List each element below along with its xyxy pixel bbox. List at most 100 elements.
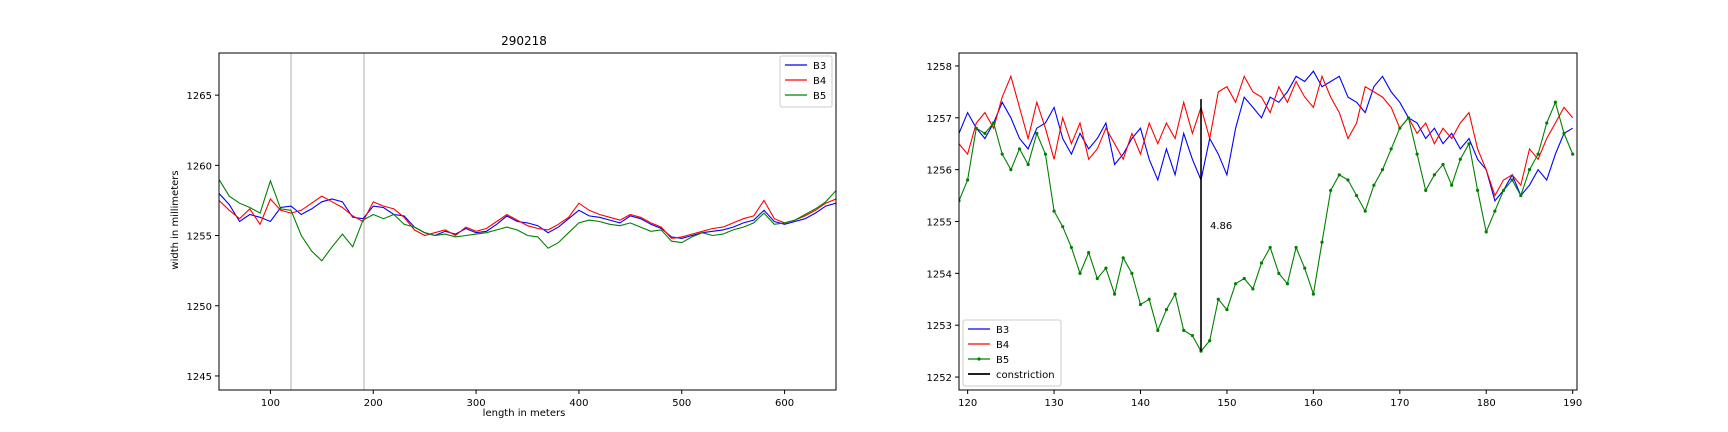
data-point-b5 — [1510, 178, 1514, 182]
y-tick-label: 1265 — [187, 91, 212, 102]
y-tick-label: 1256 — [927, 166, 952, 177]
data-point-b5 — [1251, 287, 1255, 291]
legend-box — [962, 319, 1062, 387]
data-point-b5 — [1156, 328, 1160, 332]
data-point-b5 — [1303, 266, 1307, 270]
x-tick-label: 180 — [1477, 398, 1496, 409]
data-point-b5 — [1000, 152, 1004, 156]
data-point-b5 — [1017, 147, 1022, 151]
data-point-b5 — [1009, 168, 1013, 172]
left-y-axis-label: width in millimeters — [170, 170, 181, 269]
x-tick-label: 120 — [958, 398, 977, 409]
data-point-b5 — [1147, 297, 1151, 301]
data-point-b5 — [1536, 152, 1540, 156]
data-point-b5 — [1398, 126, 1402, 130]
x-tick-label: 200 — [364, 398, 383, 409]
plot-content — [959, 70, 1575, 353]
data-point-b5 — [983, 131, 987, 135]
y-tick-label: 1254 — [927, 269, 952, 280]
y-tick-label: 1250 — [187, 302, 212, 313]
legend-label-b4: B4 — [996, 340, 1009, 351]
data-point-b5 — [1138, 302, 1143, 307]
data-point-b5 — [1285, 282, 1290, 286]
data-point-b5 — [1467, 142, 1471, 146]
constriction-value-label: 4.86 — [1210, 221, 1232, 232]
y-tick-label: 1257 — [927, 114, 952, 125]
x-tick-label: 140 — [1131, 398, 1150, 409]
data-point-b5 — [1484, 230, 1488, 234]
data-point-b5 — [1458, 157, 1462, 161]
y-tick-label: 1260 — [187, 161, 212, 172]
series-line-b5 — [959, 100, 1574, 353]
data-point-b5 — [1415, 152, 1419, 156]
data-point-b5 — [1104, 266, 1108, 270]
data-point-b5 — [1121, 256, 1125, 260]
data-point-b5 — [1527, 168, 1532, 172]
data-point-b5 — [1208, 339, 1212, 343]
legend-label-constriction: constriction — [996, 370, 1055, 381]
data-point-b5 — [1432, 173, 1436, 177]
data-point-b5 — [1087, 251, 1091, 255]
data-point-b5 — [1242, 276, 1246, 281]
data-point-b5 — [1441, 162, 1445, 167]
legend-label-b4: B4 — [813, 76, 826, 87]
x-tick-label: 150 — [1217, 398, 1236, 409]
legend-label-b5: B5 — [813, 91, 826, 102]
data-point-b5 — [1190, 333, 1194, 338]
legend-box — [779, 55, 833, 108]
x-tick-label: 600 — [775, 398, 794, 409]
data-point-b5 — [1052, 209, 1056, 213]
data-point-b5 — [1026, 162, 1030, 167]
x-tick-label: 400 — [569, 398, 588, 409]
data-point-b5 — [1268, 245, 1272, 250]
legend-label-b3: B3 — [813, 61, 826, 72]
data-point-b5 — [1182, 328, 1186, 332]
y-tick-label: 1255 — [927, 218, 952, 229]
y-tick-label: 1245 — [187, 372, 212, 383]
left-chart-title: 290218 — [501, 34, 547, 48]
data-point-b5 — [1406, 116, 1411, 120]
data-point-b5 — [1450, 183, 1454, 187]
data-point-b5 — [1389, 147, 1393, 151]
x-tick-label: 100 — [261, 398, 280, 409]
data-point-b5 — [1337, 173, 1341, 177]
data-point-b5 — [1493, 209, 1497, 213]
x-tick-label: 190 — [1563, 398, 1582, 409]
data-point-b5 — [1346, 178, 1350, 182]
legend-label-b3: B3 — [996, 325, 1009, 336]
data-point-b5 — [1164, 308, 1169, 312]
right-chart: 4.86 120 130 140 150 160 170 180 190 1252 1253 1254… — [927, 52, 1582, 409]
data-point-b5 — [1061, 225, 1065, 229]
data-point-b5 — [1424, 188, 1428, 192]
data-point-b5 — [1294, 245, 1298, 250]
legend: B3 B4 B5 constriction — [962, 319, 1062, 387]
x-tick-label: 160 — [1304, 398, 1323, 409]
data-point-b5 — [1562, 131, 1566, 135]
y-tick-label: 1253 — [927, 321, 952, 332]
series-line-b3 — [219, 193, 836, 239]
data-point-b5 — [1380, 168, 1385, 172]
data-point-b5 — [1354, 193, 1359, 198]
plot-content — [219, 53, 836, 390]
data-point-b5 — [1173, 292, 1177, 296]
data-point-b5 — [1035, 131, 1039, 135]
data-point-b5 — [1112, 292, 1117, 296]
data-point-b5 — [1259, 261, 1264, 265]
data-point-b5 — [1545, 121, 1549, 125]
plot-frame — [218, 52, 837, 391]
legend-label-b5: B5 — [996, 355, 1009, 366]
data-point-b5 — [1571, 152, 1575, 156]
left-plot-area: 100 200 300 400 500 600 1245 1250 1255 1260 1265 B3… — [187, 52, 837, 409]
series-line-b5 — [219, 179, 836, 262]
x-tick-label: 170 — [1390, 398, 1409, 409]
data-point-b5 — [1095, 276, 1099, 281]
series-line-b4 — [959, 74, 1574, 197]
data-point-b5 — [1130, 271, 1134, 275]
data-point-b5 — [1329, 188, 1333, 192]
data-point-b5 — [1225, 308, 1229, 312]
series-line-b3 — [959, 70, 1573, 202]
y-tick-label: 1255 — [187, 232, 212, 243]
series-line-b4 — [219, 195, 836, 239]
data-point-b5 — [1277, 271, 1281, 275]
